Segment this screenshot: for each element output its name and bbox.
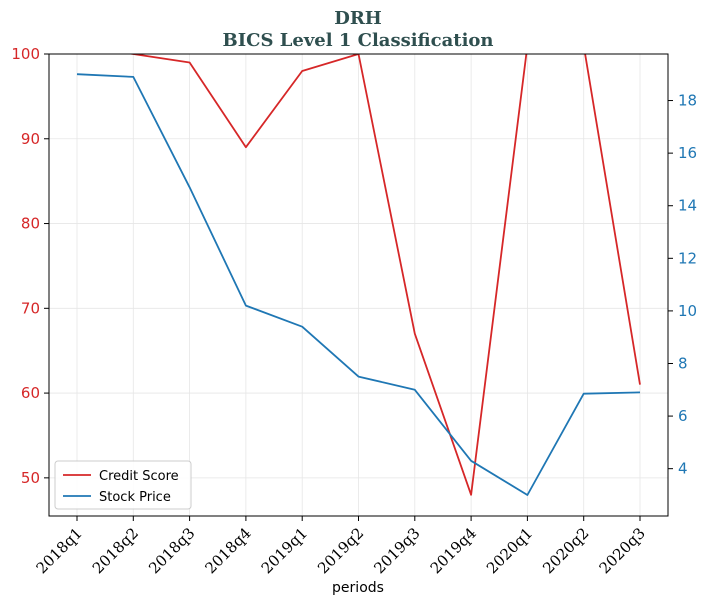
chart-title: DRH — [334, 8, 382, 29]
legend: Credit Score Stock Price — [54, 460, 192, 510]
series-line-credit-score — [127, 54, 641, 496]
x-tick-label: 2019q2 — [314, 524, 367, 577]
left-tick-label: 100 — [11, 45, 40, 63]
left-tick-label: 50 — [21, 469, 40, 487]
x-tick-label: 2020q1 — [483, 524, 536, 577]
left-tick-label: 70 — [21, 299, 40, 317]
series-line-stock-price — [76, 73, 641, 496]
right-tick-label: 6 — [678, 407, 688, 425]
grid — [49, 53, 668, 516]
legend-entry: Stock Price — [99, 490, 171, 505]
right-tick-label: 12 — [678, 249, 697, 267]
x-tick-label: 2018q4 — [201, 524, 254, 577]
left-axis: 50 60 70 80 90 100 — [11, 45, 49, 487]
right-tick-label: 14 — [678, 197, 697, 215]
right-tick-label: 16 — [678, 144, 697, 162]
right-tick-label: 8 — [678, 354, 688, 372]
x-tick-label: 2019q4 — [427, 524, 480, 577]
left-tick-label: 60 — [21, 384, 40, 402]
chart-subtitle: BICS Level 1 Classification — [222, 30, 493, 51]
x-tick-label: 2019q1 — [258, 524, 311, 577]
x-axis-label: periods — [332, 580, 384, 596]
legend-box — [54, 460, 192, 510]
right-tick-label: 18 — [678, 92, 697, 110]
x-tick-label: 2018q2 — [89, 524, 142, 577]
right-axis: 4 6 8 10 12 14 16 18 — [668, 92, 697, 478]
left-tick-label: 80 — [21, 215, 40, 233]
legend-entry: Credit Score — [99, 469, 179, 484]
x-tick-label: 2018q1 — [33, 524, 86, 577]
series-lines — [76, 54, 641, 496]
x-axis: 2018q1 2018q2 2018q3 2018q4 2019q1 2019q2 2019… — [33, 516, 649, 577]
left-tick-label: 90 — [21, 130, 40, 148]
x-tick-label: 2018q3 — [145, 524, 198, 577]
x-tick-label: 2019q3 — [370, 524, 423, 577]
x-tick-label: 2020q2 — [539, 524, 592, 577]
x-tick-label: 2020q3 — [596, 524, 649, 577]
right-tick-label: 10 — [678, 302, 697, 320]
right-tick-label: 4 — [678, 460, 688, 478]
